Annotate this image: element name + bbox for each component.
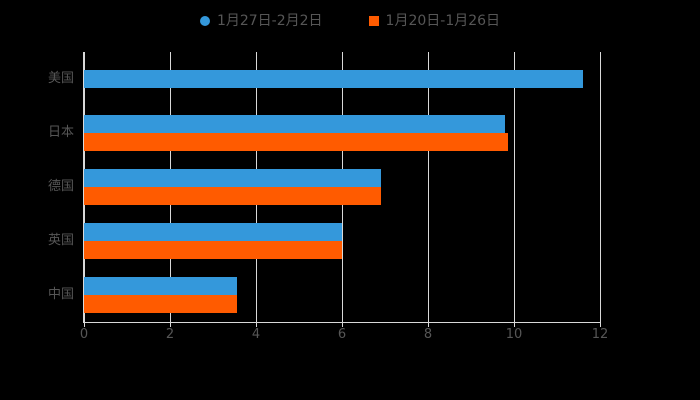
y-tick-label: 中国 — [47, 287, 74, 302]
bar-group — [84, 160, 600, 214]
x-tick-label: 0 — [79, 327, 89, 342]
x-tick-mark — [342, 322, 343, 327]
legend-swatch-circle-icon — [199, 16, 210, 26]
gridline — [428, 52, 429, 322]
gridline — [600, 52, 601, 322]
x-tick-label: 2 — [165, 327, 175, 342]
x-tick-mark — [256, 322, 257, 327]
x-axis-labels: 0 2 4 6 8 10 12 — [80, 327, 608, 348]
legend-item-series-1[interactable]: 1月20日-1月26日 — [368, 13, 501, 29]
bar-series-1[interactable] — [84, 295, 237, 313]
bar-series-1[interactable] — [84, 133, 508, 151]
gridline — [514, 52, 515, 322]
x-tick-mark — [600, 322, 601, 327]
bar-group — [84, 214, 600, 268]
y-tick-label: 德国 — [47, 179, 74, 194]
legend-label-series-0: 1月27日-2月2日 — [216, 13, 323, 29]
bar-series-0[interactable] — [84, 115, 506, 133]
bar-rows — [84, 52, 600, 322]
x-tick-mark — [170, 322, 171, 327]
bar-series-0[interactable] — [84, 277, 237, 295]
x-tick-mark — [84, 322, 85, 327]
legend-label-series-1: 1月20日-1月26日 — [385, 13, 501, 29]
bar-group — [84, 52, 600, 106]
y-tick-label: 日本 — [47, 125, 74, 140]
x-tick-label: 4 — [251, 327, 261, 342]
bar-group — [84, 106, 600, 160]
bar-series-1[interactable] — [84, 187, 381, 205]
x-tick-label: 10 — [505, 327, 523, 342]
y-axis-line — [83, 52, 84, 322]
x-tick-label: 12 — [591, 327, 609, 342]
bar-series-0[interactable] — [84, 223, 342, 241]
x-tick-label: 8 — [423, 327, 433, 342]
y-tick-label: 英国 — [47, 233, 74, 248]
y-tick-label: 美国 — [47, 71, 74, 86]
x-tick-mark — [428, 322, 429, 327]
x-tick-label: 6 — [337, 327, 347, 342]
chart-legend: 1月27日-2月2日 1月20日-1月26日 — [0, 8, 700, 34]
bar-series-0[interactable] — [84, 70, 583, 88]
bar-series-1[interactable] — [84, 241, 342, 259]
x-tick-mark — [514, 322, 515, 327]
bar-series-0[interactable] — [84, 169, 381, 187]
y-axis-labels: 美国日本德国英国中国 — [0, 52, 74, 322]
legend-swatch-square-icon — [368, 16, 379, 26]
bar-group — [84, 268, 600, 322]
plot-area — [84, 52, 601, 322]
legend-item-series-0[interactable]: 1月27日-2月2日 — [199, 13, 323, 29]
